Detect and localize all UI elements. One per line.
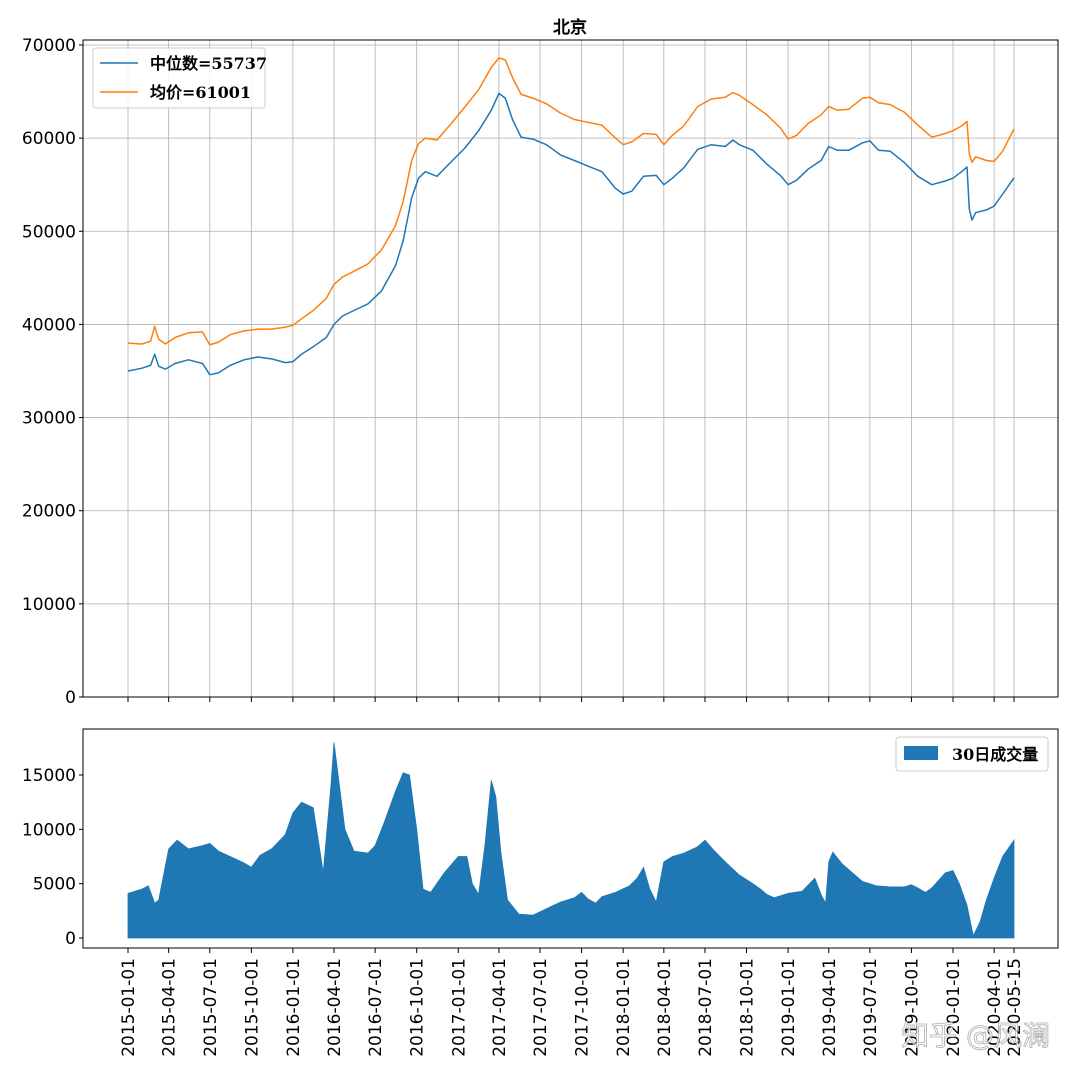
date-x-tick-label: 2017-01-01 [449, 958, 469, 1057]
price-y-tick-label: 70000 [22, 36, 76, 56]
watermark-text: 知乎 @风澜 [901, 1019, 1050, 1052]
median-price-line [127, 92, 1015, 376]
date-x-tick-label: 2015-10-01 [242, 958, 262, 1057]
legend-swatch-volume [904, 746, 938, 760]
date-x-tick-label: 2016-07-01 [366, 958, 386, 1057]
volume-y-tick-label: 15000 [22, 766, 76, 786]
volume-legend-box [895, 736, 1049, 772]
date-x-tick-label: 2020-04-01 [985, 958, 1005, 1057]
date-x-tick-label: 2015-01-01 [119, 958, 139, 1057]
legend-label-median: 中位数=55737 [150, 54, 267, 73]
price-legend: 中位数=55737 均价=61001 [92, 47, 267, 109]
date-x-tick-label: 2015-07-01 [201, 958, 221, 1057]
date-x-tick-label: 2018-07-01 [696, 958, 716, 1057]
legend-label-volume: 30日成交量 [952, 745, 1038, 764]
date-x-tick-label: 2019-04-01 [820, 958, 840, 1057]
date-x-ticks: 2015-01-01 2015-04-01 2015-07-01 2015-10-01… [119, 948, 1025, 1057]
price-y-tick-label: 0 [65, 688, 76, 708]
date-x-tick-label: 2018-04-01 [655, 958, 675, 1057]
price-grid [83, 40, 1058, 698]
date-x-tick-label: 2018-01-01 [614, 958, 634, 1057]
legend-label-average: 均价=61001 [150, 83, 251, 102]
volume-y-tick-label: 5000 [33, 875, 76, 895]
price-y-tick-label: 50000 [22, 222, 76, 242]
date-x-tick-label: 2017-07-01 [531, 958, 551, 1057]
price-plot-frame [82, 39, 1059, 698]
date-x-tick-label: 2020-01-01 [944, 958, 964, 1057]
date-x-tick-label: 2015-04-01 [160, 958, 180, 1057]
date-x-tick-label: 2018-10-01 [738, 958, 758, 1057]
volume-area [127, 742, 1015, 939]
volume-y-ticks: 0 5000 10000 15000 [22, 766, 83, 949]
date-x-tick-label: 2016-04-01 [325, 958, 345, 1057]
price-y-ticks: 0 10000 20000 30000 40000 50000 60000 70000 [22, 36, 1015, 708]
date-x-tick-label: 2016-10-01 [408, 958, 428, 1057]
volume-legend: 30日成交量 [895, 736, 1049, 772]
chart-title: 北京 [553, 17, 587, 38]
price-y-tick-label: 60000 [22, 129, 76, 149]
date-x-tick-label: 2019-01-01 [779, 958, 799, 1057]
date-x-tick-label: 2020-05-15 [1005, 958, 1025, 1057]
date-x-tick-label: 2017-10-01 [573, 958, 593, 1057]
price-y-tick-label: 20000 [22, 502, 76, 522]
average-price-line [127, 57, 1015, 346]
volume-y-tick-label: 0 [65, 929, 76, 949]
volume-plot-frame [82, 728, 1059, 949]
date-x-tick-label: 2017-04-01 [490, 958, 510, 1057]
price-y-tick-label: 10000 [22, 595, 76, 615]
volume-y-tick-label: 10000 [22, 820, 76, 840]
date-x-tick-label: 2016-01-01 [284, 958, 304, 1057]
date-x-tick-label: 2019-07-01 [861, 958, 881, 1057]
price-series-group [127, 57, 1015, 376]
date-x-tick-label: 2019-10-01 [902, 958, 922, 1057]
volume-series-group [127, 742, 1015, 939]
price-plot-background [83, 40, 1058, 697]
price-y-tick-label: 40000 [22, 315, 76, 335]
price-y-tick-label: 30000 [22, 409, 76, 429]
